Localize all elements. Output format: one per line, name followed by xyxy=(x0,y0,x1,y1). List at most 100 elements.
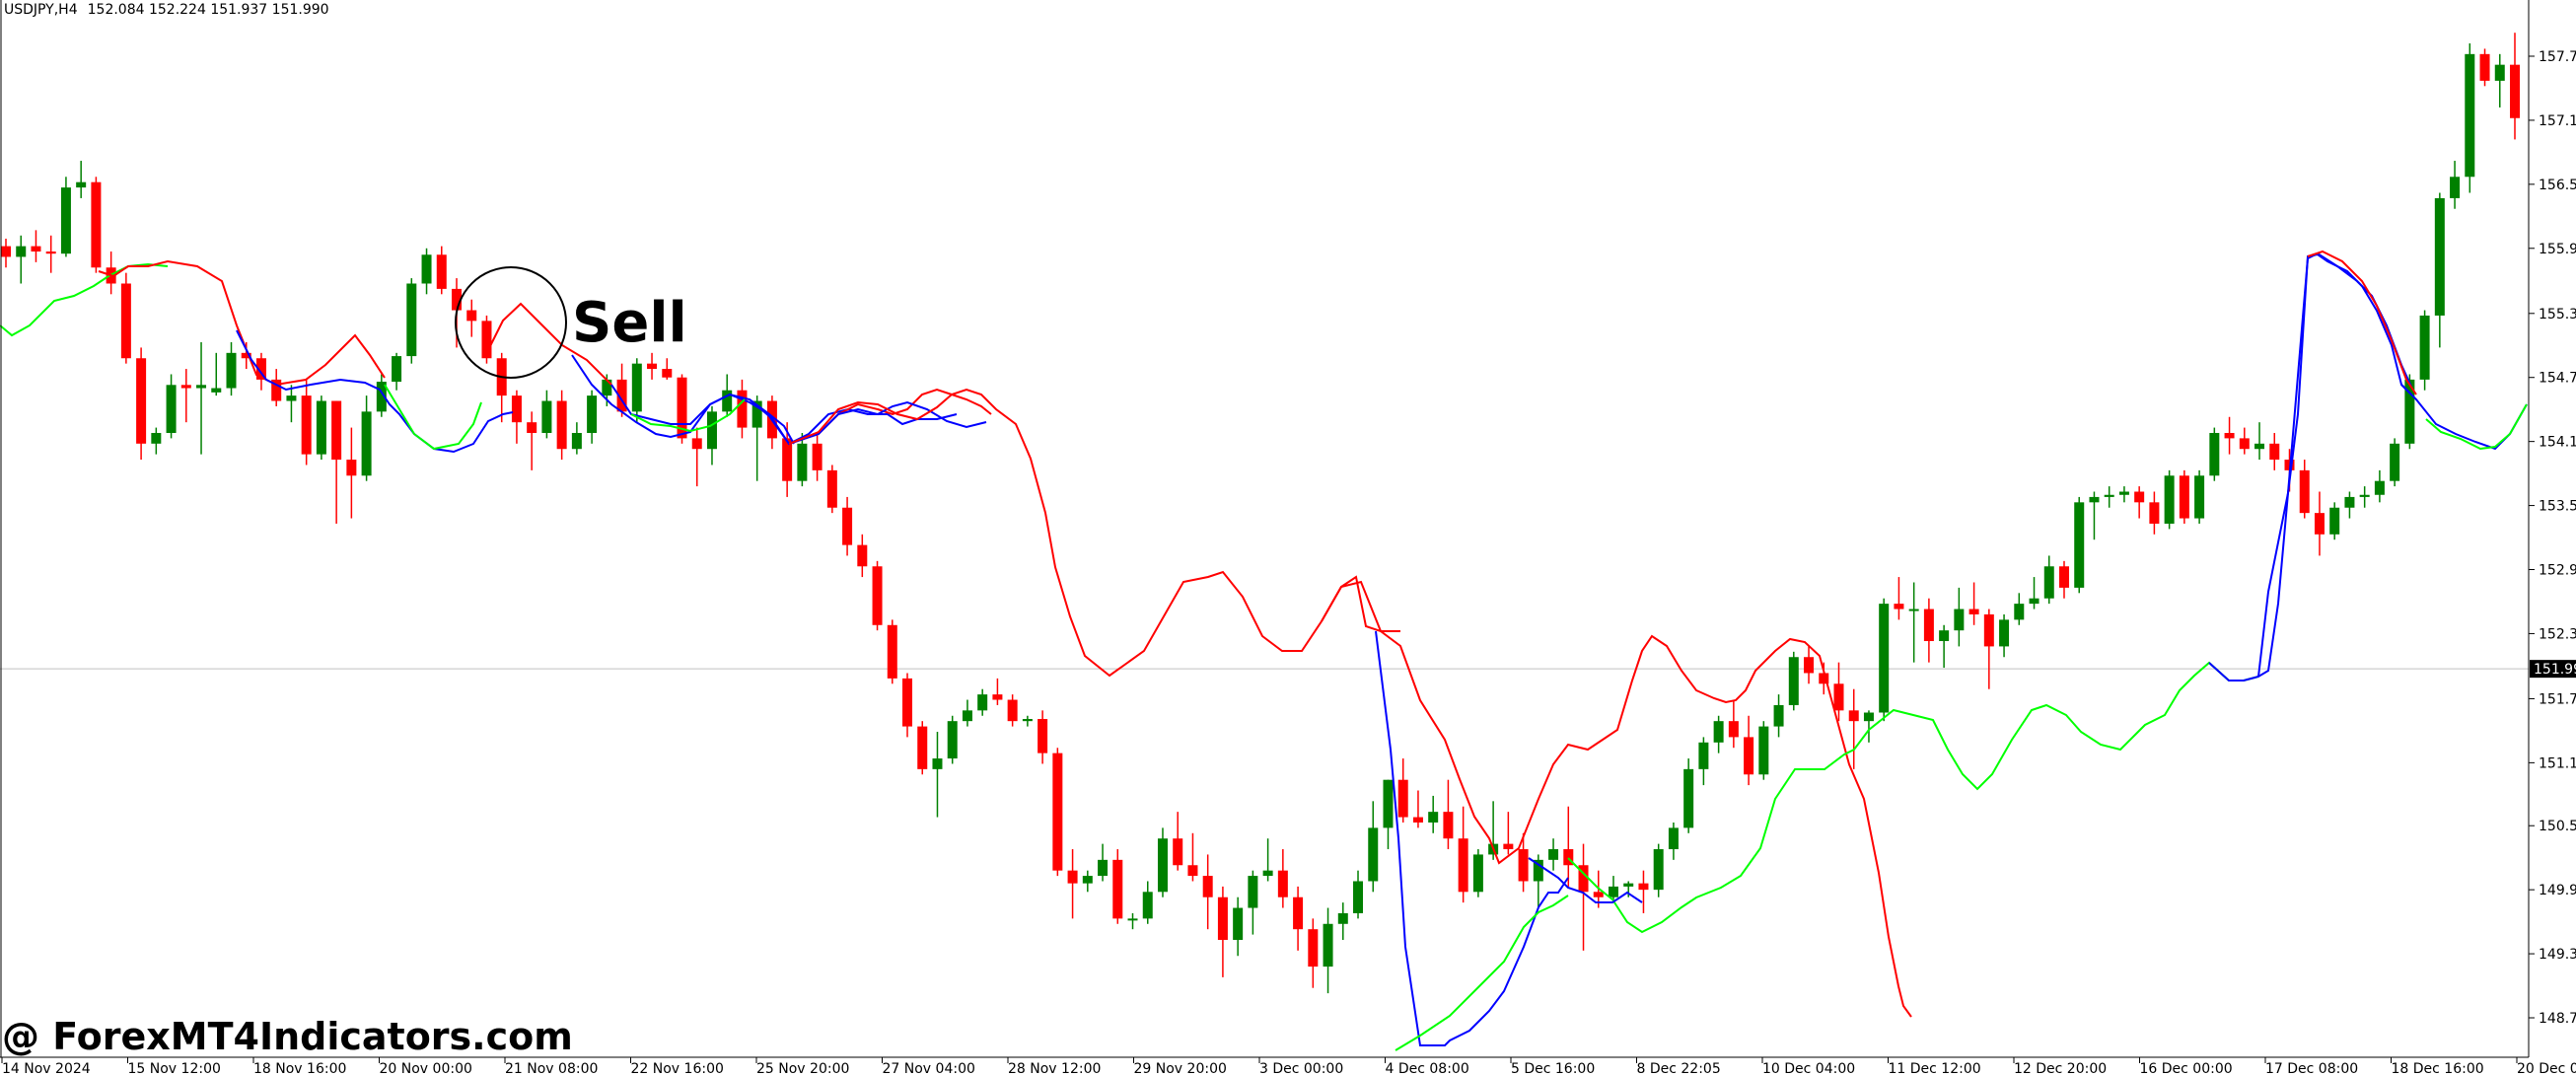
ohlc-label: 152.084 152.224 151.937 151.990 xyxy=(88,2,329,18)
y-tick-label: 148.72 xyxy=(2539,1011,2576,1027)
candle-body xyxy=(1308,929,1319,968)
x-tick-label: 5 Dec 16:00 xyxy=(1511,1061,1595,1076)
candle-body xyxy=(2404,379,2415,444)
candle-body xyxy=(1187,865,1198,877)
candle-body xyxy=(466,310,477,322)
candle-body xyxy=(226,352,237,389)
candle-body xyxy=(241,352,251,359)
x-tick-label: 18 Dec 16:00 xyxy=(2392,1061,2484,1076)
y-tick-label: 157.13 xyxy=(2539,113,2576,129)
candle-body xyxy=(992,694,1003,700)
candle-body xyxy=(1082,876,1093,884)
x-tick-label: 29 Nov 20:00 xyxy=(1134,1061,1227,1076)
indicator-green-4 xyxy=(1395,895,1569,1051)
y-tick-label: 154.72 xyxy=(2539,371,2576,387)
x-tick-label: 27 Nov 04:00 xyxy=(883,1061,975,1076)
candle-body xyxy=(421,254,432,284)
candle-body xyxy=(842,507,853,545)
candle-body xyxy=(2390,443,2400,481)
candle-body xyxy=(587,395,598,433)
candle-body xyxy=(2164,475,2175,524)
indicator-blue-7 xyxy=(2208,252,2412,681)
candle-body xyxy=(1022,719,1033,722)
y-tick-label: 151.71 xyxy=(2539,691,2576,707)
candle-body xyxy=(751,400,762,428)
candle-body xyxy=(361,411,372,476)
indicator-red-5 xyxy=(1321,580,1912,1018)
candle-body xyxy=(691,438,702,450)
candle-body xyxy=(872,566,883,625)
candle-body xyxy=(2329,507,2340,535)
candle-body xyxy=(211,388,222,393)
candle-body xyxy=(76,181,87,188)
symbol-label: USDJPY,H4 xyxy=(4,2,78,18)
y-tick-label: 150.52 xyxy=(2539,819,2576,834)
candle-body xyxy=(151,432,162,444)
candle-body xyxy=(2074,502,2085,588)
candle-body xyxy=(1323,923,1333,968)
candle-body xyxy=(977,694,988,711)
x-tick-label: 28 Nov 12:00 xyxy=(1008,1061,1101,1076)
candle-body xyxy=(2269,443,2280,461)
indicator-red-4 xyxy=(788,388,1400,678)
x-tick-label: 22 Nov 16:00 xyxy=(631,1061,724,1076)
candle-body xyxy=(286,395,297,401)
candle-body xyxy=(1277,870,1288,897)
candle-body xyxy=(1127,918,1138,921)
candle-body xyxy=(1578,865,1589,893)
x-tick-label: 12 Dec 20:00 xyxy=(2014,1061,2107,1076)
candle-body xyxy=(706,411,717,450)
candle-body xyxy=(1819,673,1829,684)
x-tick-label: 10 Dec 04:00 xyxy=(1762,1061,1855,1076)
candle-body xyxy=(917,726,928,769)
candle-body xyxy=(631,363,642,412)
candle-body xyxy=(1443,812,1454,839)
candle-body xyxy=(1233,907,1244,941)
indicator-green-3 xyxy=(630,398,746,433)
candle-body xyxy=(737,390,748,428)
candle-body xyxy=(511,395,522,423)
candle-body xyxy=(2058,566,2069,588)
candle-body xyxy=(1007,699,1018,722)
candle-body xyxy=(782,438,793,481)
candle-body xyxy=(677,377,687,439)
indicator-green-5 xyxy=(1567,661,2259,934)
candle-body xyxy=(2209,432,2220,476)
candle-body xyxy=(2344,496,2355,508)
x-tick-label: 8 Dec 22:05 xyxy=(1637,1061,1721,1076)
candle-body xyxy=(1698,742,1709,769)
candle-body xyxy=(1638,883,1649,891)
candle-body xyxy=(45,251,56,254)
candle-body xyxy=(1668,827,1679,850)
x-tick-label: 25 Nov 20:00 xyxy=(756,1061,849,1076)
candle-body xyxy=(556,400,567,450)
candle-body xyxy=(2374,480,2385,495)
candle-body xyxy=(452,288,463,311)
x-tick-label: 3 Dec 00:00 xyxy=(1259,1061,1343,1076)
candle-body xyxy=(1293,897,1304,930)
indicator-red-6 xyxy=(2307,250,2417,395)
x-tick-label: 21 Nov 08:00 xyxy=(505,1061,598,1076)
x-tick-label: 17 Dec 08:00 xyxy=(2265,1061,2358,1076)
y-tick-label: 153.52 xyxy=(2539,499,2576,515)
indicator-blue-9 xyxy=(2400,384,2528,451)
x-tick-label: 14 Nov 2024 xyxy=(2,1061,91,1076)
candle-body xyxy=(1458,838,1468,893)
candle-body xyxy=(1939,630,1950,642)
x-tick-label: 4 Dec 08:00 xyxy=(1386,1061,1469,1076)
candle-body xyxy=(1533,859,1543,882)
candle-body xyxy=(527,422,537,433)
candle-body xyxy=(571,432,582,450)
candle-body xyxy=(541,400,552,433)
candle-body xyxy=(797,443,808,481)
candle-body xyxy=(2118,491,2129,495)
candle-body xyxy=(376,382,387,412)
candle-body xyxy=(2419,315,2430,380)
candle-body xyxy=(1954,609,1965,631)
y-tick-label: 152.92 xyxy=(2539,563,2576,579)
candle-body xyxy=(301,395,312,455)
candle-body xyxy=(1908,609,1919,611)
candle-body xyxy=(1758,726,1769,775)
